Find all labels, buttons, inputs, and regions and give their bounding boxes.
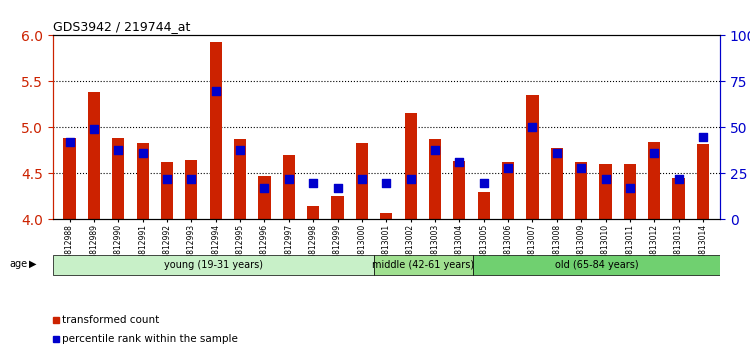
Text: old (65-84 years): old (65-84 years) (554, 259, 638, 270)
Point (478, 180, 490, 185)
Point (453, 160, 465, 165)
Text: young (19-31 years): young (19-31 years) (164, 259, 262, 270)
Point (404, 176, 416, 182)
Point (648, 150, 660, 156)
Text: ▶: ▶ (28, 259, 36, 269)
Bar (88, 92, 100, 219)
Text: age: age (9, 259, 27, 269)
Bar (697, 144, 709, 219)
Point (599, 176, 611, 182)
Bar (53, 256, 374, 275)
Text: transformed count: transformed count (62, 315, 159, 325)
Bar (429, 139, 441, 219)
Point (550, 150, 562, 156)
Point (624, 185, 636, 191)
Point (161, 176, 173, 182)
Bar (332, 196, 344, 219)
Bar (307, 206, 320, 219)
Point (88, 126, 100, 132)
Bar (112, 138, 125, 219)
Point (526, 125, 538, 130)
Bar (502, 162, 515, 219)
Text: percentile rank within the sample: percentile rank within the sample (62, 333, 238, 344)
Point (185, 176, 197, 182)
Point (136, 150, 148, 156)
Point (259, 185, 271, 191)
Point (234, 147, 246, 152)
Bar (374, 256, 472, 275)
Bar (283, 155, 295, 219)
Bar (472, 256, 720, 275)
Point (112, 147, 125, 152)
Point (380, 180, 392, 185)
Point (575, 165, 587, 171)
Point (697, 134, 709, 139)
Bar (161, 162, 173, 219)
Point (429, 147, 441, 152)
Bar (64, 138, 76, 219)
Bar (648, 142, 660, 219)
Bar (478, 192, 490, 219)
Point (673, 176, 685, 182)
Point (283, 176, 295, 182)
Bar (526, 95, 538, 219)
Bar (673, 178, 685, 219)
Bar (550, 148, 562, 219)
Text: GDS3942 / 219744_at: GDS3942 / 219744_at (53, 20, 190, 33)
Bar (258, 176, 271, 219)
Point (356, 176, 368, 182)
Bar (210, 42, 222, 219)
Point (332, 185, 344, 191)
Bar (404, 113, 417, 219)
Bar (453, 161, 466, 219)
Bar (234, 139, 246, 219)
Point (210, 88, 222, 93)
Bar (380, 213, 392, 219)
Point (502, 165, 514, 171)
Bar (624, 164, 636, 219)
Point (308, 180, 320, 185)
Bar (136, 143, 148, 219)
Bar (185, 160, 197, 219)
Bar (575, 162, 587, 219)
Point (64, 139, 76, 145)
Bar (599, 164, 611, 219)
Bar (356, 143, 368, 219)
Text: middle (42-61 years): middle (42-61 years) (372, 259, 475, 270)
